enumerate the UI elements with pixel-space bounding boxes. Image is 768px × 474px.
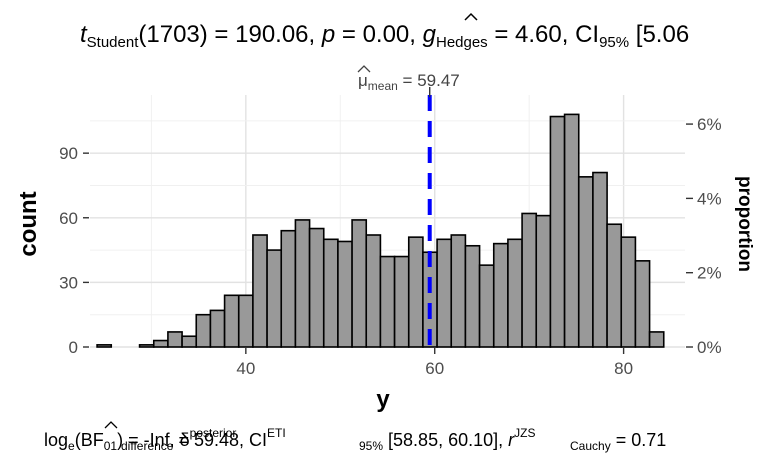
- histogram-bar: [223, 294, 240, 348]
- title-p-rest: = 0.00,: [335, 21, 422, 48]
- mean-label-sub: mean: [368, 79, 398, 93]
- histogram-bar: [407, 236, 424, 348]
- sub-bf: (BF: [75, 430, 104, 450]
- histogram-bar: [365, 234, 382, 348]
- histogram-bar: [464, 244, 481, 348]
- histogram-bar: [648, 331, 665, 348]
- title-ci-sub: 95%: [599, 34, 629, 51]
- title-g: g: [423, 21, 437, 48]
- sub-bf-sub: 01: [104, 439, 118, 453]
- sub-ci-rest: [58.85, 60.10],: [383, 430, 508, 450]
- mean-label-symbol: μ: [358, 71, 368, 90]
- y-axis-label: count: [15, 191, 42, 256]
- title-t: t: [80, 21, 88, 48]
- sub-ci-sup: ETI: [267, 426, 286, 440]
- histogram-bar: [351, 219, 368, 348]
- x-axis-label: y: [376, 386, 390, 413]
- histogram-bar: [152, 339, 169, 348]
- chart-title: tStudent(1703) = 190.06, p = 0.00, gHedg…: [80, 21, 689, 51]
- y-tick-label: 30: [59, 273, 78, 292]
- y-tick-label: 60: [59, 209, 78, 228]
- histogram-bar: [620, 236, 637, 348]
- histogram-bar: [379, 255, 396, 348]
- title-g-sub: Hedges: [436, 34, 488, 51]
- title-p: p: [321, 21, 335, 48]
- histogram-bar: [266, 249, 283, 348]
- histogram-bar: [337, 240, 353, 348]
- title-t-rest: (1703) = 190.06,: [138, 21, 321, 48]
- histogram-bar: [209, 309, 226, 348]
- sub-delta-rest: = 59.48, CI: [173, 430, 267, 450]
- histogram-bar: [280, 229, 297, 348]
- bars-group: [96, 113, 665, 348]
- histogram-bar: [252, 234, 268, 348]
- y-tick-label: 90: [59, 144, 78, 163]
- histogram-bar: [634, 260, 651, 348]
- histogram-bar: [322, 238, 339, 348]
- histogram-bar: [237, 294, 254, 348]
- y2-axis: 0% 2% 4% 6%: [686, 115, 722, 357]
- y-axis: 0 30 60 90: [59, 144, 89, 357]
- histogram-bar: [96, 344, 113, 348]
- title-g-hat: [464, 12, 478, 21]
- histogram-bar: [592, 171, 608, 348]
- histogram-bar: [535, 214, 552, 348]
- histogram-bar: [195, 313, 212, 348]
- x-tick-label: 60: [425, 359, 444, 378]
- mean-label: μmean = 59.47: [358, 71, 460, 93]
- sub-log: log: [44, 430, 68, 450]
- histogram-bar: [181, 335, 198, 348]
- histogram-bar: [436, 238, 453, 348]
- sub-r: r: [508, 430, 515, 450]
- histogram-bar: [563, 113, 580, 348]
- sub-delta-hat: [104, 421, 118, 429]
- sub-bf-rest: ) = -Inf,: [117, 430, 180, 450]
- histogram-bar: [393, 255, 410, 348]
- y2-tick-label: 4%: [697, 189, 722, 208]
- y2-tick-label: 6%: [697, 115, 722, 134]
- x-axis: 40 60 80: [236, 348, 633, 378]
- histogram-bar: [507, 238, 523, 348]
- sub-delta: δ: [180, 430, 190, 450]
- sub-r-sub: Cauchy: [570, 439, 611, 453]
- chart-subtitle: loge(BF01) = -Inf, δposterior difference …: [44, 426, 666, 453]
- y2-tick-label: 0%: [697, 338, 722, 357]
- y2-tick-label: 2%: [697, 264, 722, 283]
- title-g-rest: = 4.60, CI: [488, 21, 599, 48]
- histogram-bar: [138, 344, 155, 348]
- histogram-bar: [450, 234, 467, 348]
- histogram-bar: [308, 227, 325, 348]
- x-tick-label: 80: [614, 359, 633, 378]
- histogram-bar: [577, 176, 594, 348]
- sub-log-sub: e: [68, 439, 75, 453]
- histogram-bar: [521, 212, 538, 348]
- histogram-bar: [294, 219, 311, 348]
- y2-axis-label: proportion: [734, 176, 755, 272]
- histogram-bar: [167, 331, 183, 348]
- sub-ci-sub: 95%: [359, 439, 383, 453]
- mean-label-hat: [357, 65, 371, 73]
- sub-delta-sub: difference: [121, 439, 174, 453]
- title-ci-rest: [5.06: [629, 21, 689, 48]
- sub-delta-sup: posterior: [190, 426, 237, 440]
- sub-r-rest: = 0.71: [611, 430, 667, 450]
- histogram-bar: [478, 264, 495, 348]
- histogram-bar: [606, 223, 623, 348]
- histogram-bar: [492, 242, 509, 348]
- mean-label-value: = 59.47: [398, 71, 460, 90]
- x-tick-label: 40: [236, 359, 255, 378]
- sub-r-sup: JZS: [514, 426, 535, 440]
- y-tick-label: 0: [69, 338, 78, 357]
- histogram-bar: [549, 115, 566, 348]
- title-t-sub: Student: [87, 34, 140, 51]
